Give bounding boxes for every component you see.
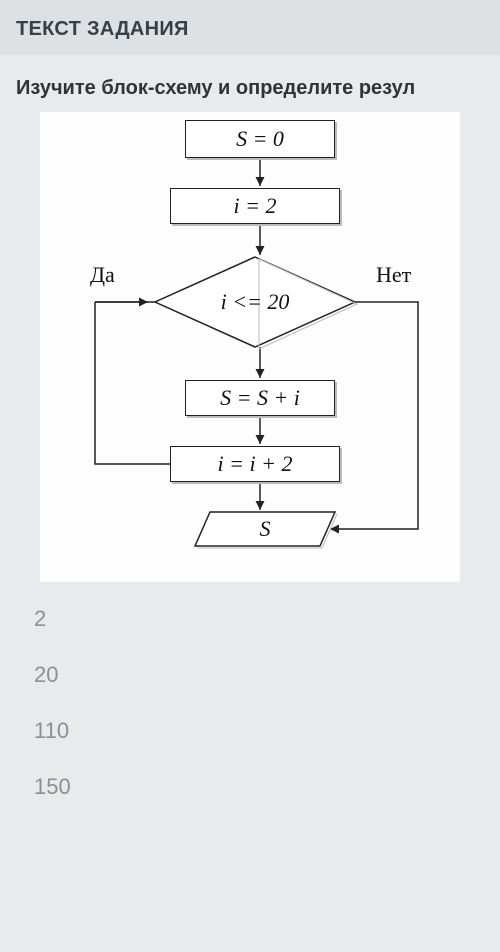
option-2[interactable]: 20: [34, 664, 466, 686]
flowchart-edges: [40, 112, 460, 582]
label-no: Нет: [376, 262, 411, 288]
node-s-init-text: S = 0: [236, 126, 284, 152]
screenshot-root: ТЕКСТ ЗАДАНИЯ Изучите блок-схему и опред…: [0, 0, 500, 952]
node-i-init-text: i = 2: [234, 193, 277, 219]
answer-options: 2 20 110 150: [0, 582, 500, 858]
header-title: ТЕКСТ ЗАДАНИЯ: [16, 18, 189, 40]
node-s-init: S = 0: [185, 120, 335, 158]
node-cond: i <= 20: [195, 287, 315, 317]
option-1[interactable]: 2: [34, 608, 466, 630]
diagram-wrap: S = 0 i = 2 i <= 20 S = S + i i = i + 2 …: [0, 112, 500, 582]
node-i-inc: i = i + 2: [170, 446, 340, 482]
node-output-text: S: [260, 516, 271, 542]
node-output: S: [220, 514, 310, 544]
option-3[interactable]: 110: [34, 720, 466, 742]
node-i-init: i = 2: [170, 188, 340, 224]
node-cond-text: i <= 20: [221, 289, 290, 315]
node-i-inc-text: i = i + 2: [218, 451, 293, 477]
option-4[interactable]: 150: [34, 776, 466, 798]
header-band: ТЕКСТ ЗАДАНИЯ: [0, 0, 500, 55]
node-s-add-text: S = S + i: [220, 385, 300, 411]
label-yes: Да: [90, 262, 115, 288]
question-text: Изучите блок-схему и определите резул: [0, 55, 500, 106]
node-s-add: S = S + i: [185, 380, 335, 416]
flowchart: S = 0 i = 2 i <= 20 S = S + i i = i + 2 …: [40, 112, 460, 582]
